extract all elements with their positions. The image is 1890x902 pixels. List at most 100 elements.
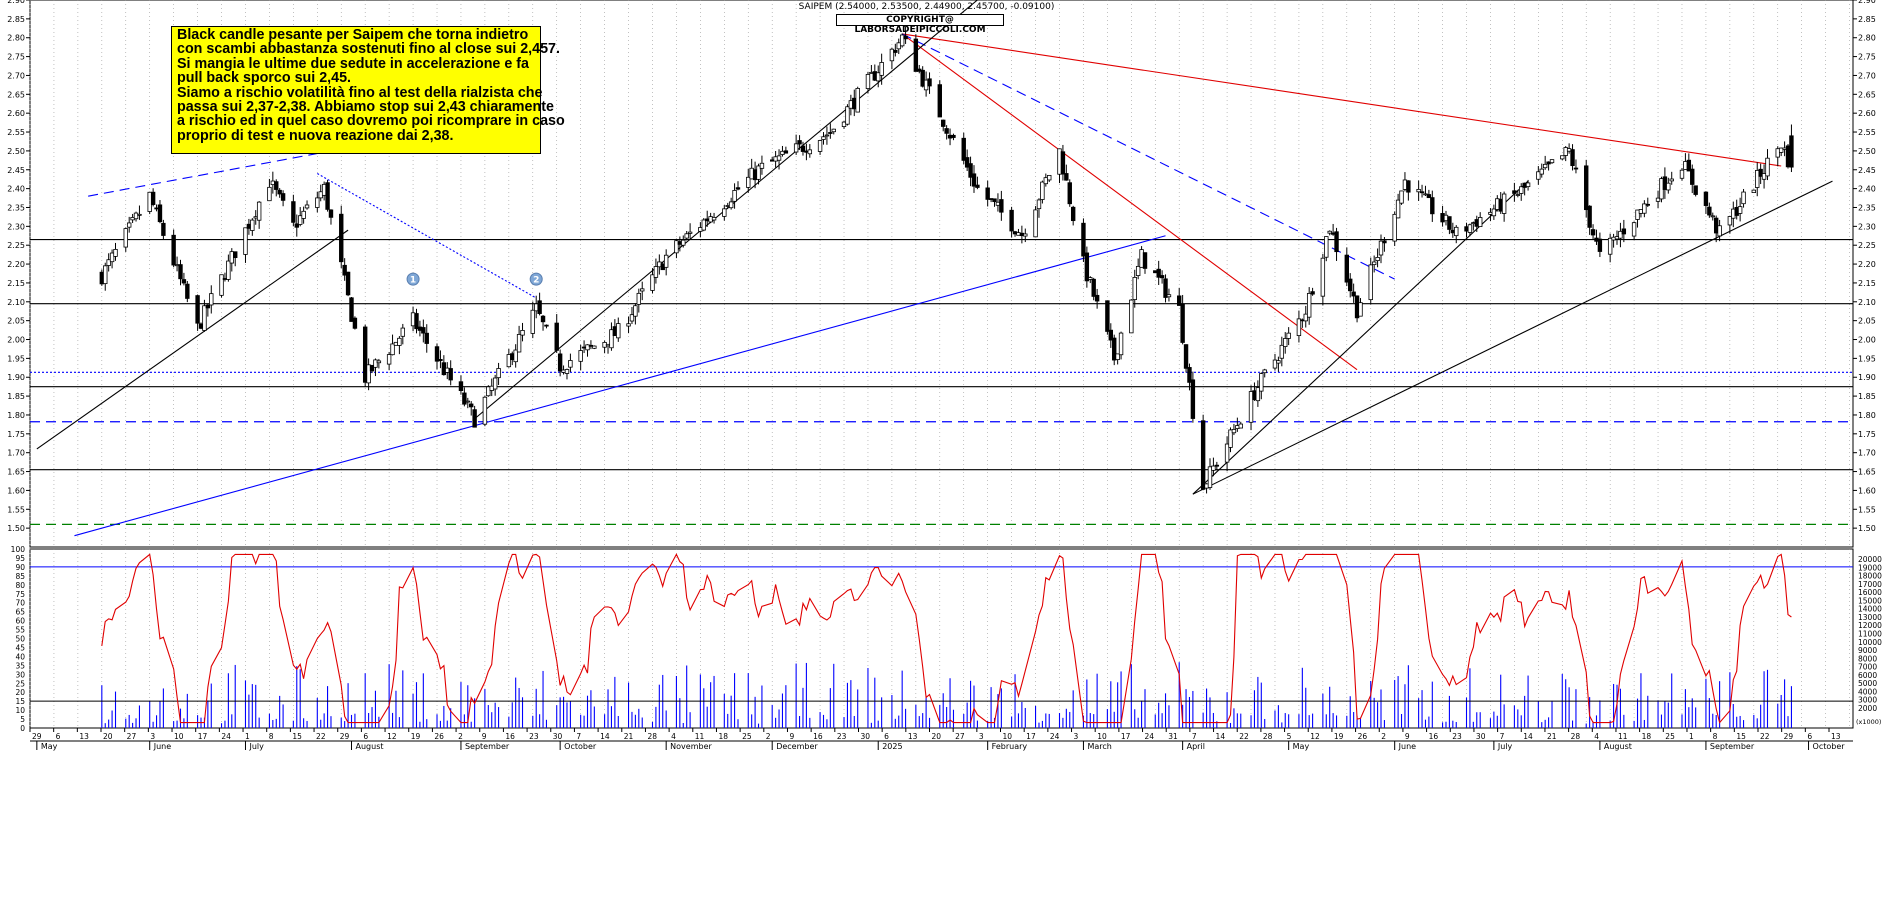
candle-body [1112, 337, 1117, 361]
oscillator-layer [30, 553, 1853, 724]
day-label: 19 [1334, 732, 1344, 741]
candle-body [1081, 222, 1086, 257]
month-label: June [1398, 742, 1417, 751]
candle-body [653, 266, 659, 278]
candle-body [1789, 135, 1794, 168]
volume-tick-label: 13000 [1858, 613, 1882, 622]
candle-body [1590, 229, 1596, 236]
annotation-line: con scambi abbastanza sostenuti fino al … [177, 41, 560, 58]
candle-body [609, 329, 614, 349]
day-label: 1 [245, 732, 250, 741]
day-label: 11 [1618, 732, 1628, 741]
candle-body [674, 240, 679, 254]
candle-body [855, 88, 860, 113]
candle-body [366, 364, 371, 384]
candle-body [1635, 209, 1640, 220]
candle-body [1570, 149, 1575, 167]
candle-body [903, 35, 908, 40]
candle-body [226, 260, 231, 280]
candle-body [513, 349, 518, 363]
day-label: 18 [1642, 732, 1652, 741]
oscillator-line [101, 553, 1792, 724]
candle-body [1755, 170, 1760, 188]
candle-body [274, 181, 279, 190]
candle-body [1477, 217, 1483, 228]
month-label: October [1813, 742, 1846, 751]
candle-body [181, 279, 187, 284]
candle-body [1584, 165, 1589, 211]
volume-tick-label: 6000 [1858, 671, 1877, 680]
y-tick-label-left: 1.50 [7, 524, 25, 533]
day-label: 30 [860, 732, 870, 741]
candle-body [1183, 344, 1189, 369]
volume-tick-label: 16000 [1858, 588, 1882, 597]
candle-body [103, 265, 108, 285]
volume-tick-label: 20000 [1858, 555, 1882, 564]
y-tick-label-left: 2.90 [7, 0, 25, 5]
y-tick-label-left: 2.50 [7, 147, 25, 156]
candle-body [397, 337, 402, 346]
y-tick-label-right: 1.80 [1858, 411, 1876, 420]
candle-body [1070, 206, 1076, 222]
day-label: 3 [979, 732, 984, 741]
candle-body [1262, 369, 1267, 374]
candle-body [971, 173, 977, 187]
month-label: September [465, 742, 510, 751]
volume-tick-label: 5000 [1858, 679, 1877, 688]
candle-body [828, 132, 833, 134]
candle-body [1645, 203, 1650, 206]
day-label: 5 [1287, 732, 1292, 741]
y-tick-label-right: 2.50 [1858, 147, 1876, 156]
candle-body [776, 155, 782, 161]
candle-body [1023, 233, 1028, 237]
candle-body [1758, 168, 1763, 177]
y-tick-label-left: 2.30 [7, 222, 25, 231]
day-label: 9 [1405, 732, 1410, 741]
y-tick-label-right: 2.55 [1858, 128, 1876, 137]
candle-body [687, 231, 693, 234]
candle-body [1156, 268, 1161, 278]
day-label: 14 [1216, 732, 1226, 741]
candle-body [544, 324, 549, 327]
candle-body [1454, 226, 1459, 237]
y-tick-label-right: 2.60 [1858, 109, 1876, 118]
candle-body [1686, 159, 1692, 172]
candle-body [185, 283, 190, 299]
candle-body [157, 204, 163, 223]
y-tick-label-right: 2.40 [1858, 185, 1876, 194]
day-label: 6 [884, 732, 889, 741]
candle-body [1279, 344, 1285, 359]
candle-body [137, 213, 142, 216]
osc-tick-label: 55 [15, 626, 25, 635]
candle-body [1536, 171, 1541, 180]
candle-body [1320, 257, 1326, 297]
candle-layer [99, 26, 1794, 494]
volume-tick-label: 8000 [1858, 654, 1877, 663]
day-label: 10 [1097, 732, 1107, 741]
candle-body [1542, 163, 1548, 169]
y-tick-label-right: 2.35 [1858, 203, 1876, 212]
candle-body [304, 204, 310, 209]
y-tick-label-left: 2.25 [7, 241, 25, 250]
candle-body [1043, 177, 1049, 185]
day-label: 22 [1760, 732, 1770, 741]
y-tick-label-left: 2.05 [7, 317, 25, 326]
day-label: 10 [174, 732, 184, 741]
candle-body [681, 239, 686, 246]
candle-body [640, 288, 645, 292]
candle-body [636, 292, 642, 305]
candle-body [663, 254, 669, 268]
y-tick-label-right: 1.70 [1858, 449, 1876, 458]
candle-body [1296, 318, 1302, 336]
candle-body [1597, 238, 1603, 252]
month-label: June [153, 742, 172, 751]
volume-tick-label: 14000 [1858, 605, 1882, 614]
candle-body [1607, 237, 1613, 255]
candle-body [516, 334, 522, 353]
day-label: 22 [316, 732, 326, 741]
annotation-line: Si mangia le ultime due sedute in accele… [177, 55, 529, 72]
candle-body [807, 149, 813, 155]
candle-body [1132, 277, 1137, 300]
y-tick-label-left: 1.80 [7, 411, 25, 420]
day-label: 18 [718, 732, 728, 741]
